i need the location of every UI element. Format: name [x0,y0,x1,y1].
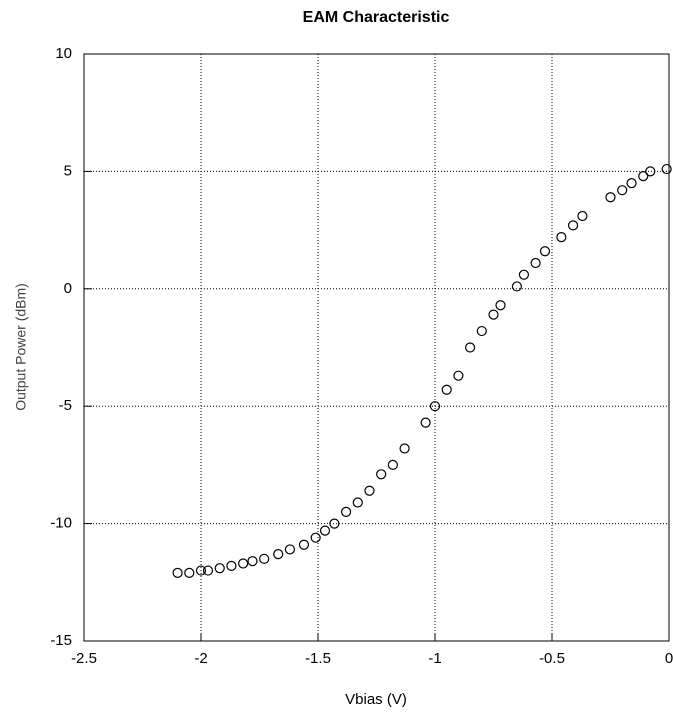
point [661,163,672,175]
point [605,192,616,203]
point [530,257,541,269]
x-axis-label: Vbias (V) [345,691,407,708]
point [626,178,637,189]
point [238,558,249,569]
point [202,565,214,576]
point [645,166,656,177]
x-tick-label: -2 [194,650,207,667]
point [518,269,530,280]
point [488,309,499,320]
point [259,553,270,564]
point [429,401,441,412]
point [638,170,649,182]
point [387,459,398,470]
y-tick-label: -15 [50,632,72,649]
point [539,246,551,257]
chart-title: EAM Characteristic [303,9,450,26]
point [340,506,352,517]
point [465,342,476,353]
y-tick-label: -10 [50,515,72,532]
point [184,567,195,579]
point [567,220,579,231]
point [476,325,487,337]
y-tick-label: 0 [64,280,72,297]
point [214,563,225,574]
point [511,281,523,292]
point [399,443,410,454]
point [441,384,452,395]
point [453,370,464,381]
point [556,232,567,243]
point [319,525,331,536]
x-tick-label: -1.5 [305,650,331,667]
x-tick-label: 0 [665,650,673,667]
point [420,417,431,428]
y-axis-label: Output Power (dBm) [13,283,29,411]
point [577,210,588,222]
plot-frame [83,53,670,642]
point [226,560,237,571]
point [310,532,321,543]
point [495,300,506,311]
point [376,469,387,480]
point [617,185,628,196]
point [298,539,310,550]
x-tick-label: -0.5 [539,650,565,667]
point [247,556,258,567]
point [284,544,296,555]
point [172,567,183,579]
y-tick-label: 5 [64,162,72,179]
x-tick-label: -2.5 [71,650,97,667]
point [329,518,340,529]
point [195,565,207,576]
point [364,485,375,496]
x-tick-label: -1 [428,650,441,667]
point [352,497,363,508]
y-tick-label: 10 [55,45,72,62]
point [273,549,284,560]
y-tick-label: -5 [59,397,72,414]
